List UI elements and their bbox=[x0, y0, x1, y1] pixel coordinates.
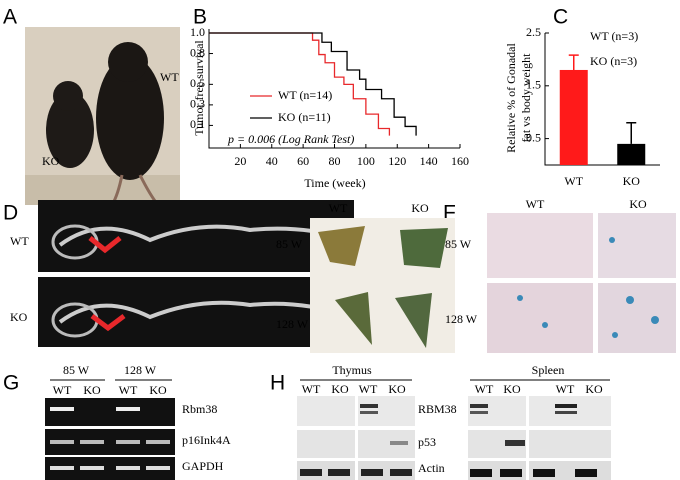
axis bbox=[208, 29, 460, 149]
row-label: 128 W bbox=[445, 312, 478, 326]
column-label: KO bbox=[83, 383, 101, 397]
annotation: p = 0.006 (Log Rank Test) bbox=[227, 132, 354, 146]
y-tick-label: 0.5 bbox=[190, 76, 205, 90]
error-bar bbox=[626, 122, 637, 144]
y-tick-label: 0.1 bbox=[190, 117, 205, 131]
band-label: p16Ink4A bbox=[182, 433, 231, 447]
x-tick-label: 140 bbox=[420, 154, 438, 168]
band-label: GAPDH bbox=[182, 459, 224, 473]
western-blot bbox=[297, 396, 611, 480]
legend-label: WT (n=3) bbox=[590, 29, 638, 43]
column-label: WT bbox=[475, 382, 494, 396]
legend-label: KO (n=11) bbox=[278, 110, 331, 124]
column-label: KO bbox=[503, 382, 521, 396]
row-label: WT bbox=[10, 234, 29, 248]
x-tick-label: 100 bbox=[357, 154, 375, 168]
column-label: WT bbox=[329, 201, 348, 215]
band-label: RBM38 bbox=[418, 402, 457, 416]
row-label: 85 W bbox=[276, 237, 303, 251]
group-label: Spleen bbox=[532, 363, 565, 377]
ct-images bbox=[38, 200, 354, 347]
column-label: KO bbox=[331, 382, 349, 396]
survival-curve bbox=[209, 32, 417, 136]
row-label: KO bbox=[10, 310, 28, 324]
panel-label: B bbox=[193, 6, 207, 29]
column-label: KO bbox=[585, 382, 603, 396]
y-axis-label: Tumor free survival bbox=[192, 40, 206, 136]
column-label: WT bbox=[359, 382, 378, 396]
column-label: KO bbox=[388, 382, 406, 396]
y-tick-label: 1.5 bbox=[526, 78, 541, 92]
column-label: KO bbox=[149, 383, 167, 397]
y-axis-label: Relative % of Gonadal bbox=[504, 43, 518, 153]
panel-label: H bbox=[270, 372, 285, 395]
x-tick-label: 20 bbox=[234, 154, 246, 168]
tissue-photos bbox=[310, 218, 455, 353]
error-bar bbox=[568, 54, 579, 70]
y-tick-label: 0.5 bbox=[526, 130, 541, 144]
photo-label: KO bbox=[42, 154, 60, 168]
band-label: Rbm38 bbox=[182, 402, 217, 416]
histology-images bbox=[487, 213, 676, 353]
column-label: KO bbox=[629, 197, 647, 211]
column-label: WT bbox=[119, 383, 138, 397]
x-tick-label: 160 bbox=[451, 154, 469, 168]
photo-label: WT bbox=[160, 70, 179, 84]
column-label: WT bbox=[53, 383, 72, 397]
y-tick-label: 2.5 bbox=[526, 25, 541, 39]
x-tick-label: 80 bbox=[329, 154, 341, 168]
group-label: Thymus bbox=[332, 363, 372, 377]
x-tick-label: 40 bbox=[266, 154, 278, 168]
row-label: 128 W bbox=[276, 317, 309, 331]
y-tick-label: 0.3 bbox=[190, 97, 205, 111]
x-axis-label: Time (week) bbox=[304, 176, 365, 190]
bar bbox=[617, 143, 646, 165]
gel bbox=[45, 398, 175, 480]
column-label: WT bbox=[526, 197, 545, 211]
bar bbox=[559, 69, 588, 165]
panel-label: D bbox=[3, 202, 18, 225]
row-label: 85 W bbox=[445, 237, 472, 251]
legend-label: KO (n=3) bbox=[590, 54, 637, 68]
x-tick-label: KO bbox=[623, 174, 641, 188]
column-label: WT bbox=[556, 382, 575, 396]
x-tick-label: 60 bbox=[297, 154, 309, 168]
y-tick-label: 0.8 bbox=[190, 45, 205, 59]
survival-curve bbox=[209, 32, 391, 136]
panel-label: G bbox=[3, 372, 19, 395]
legend-label: WT (n=14) bbox=[278, 88, 332, 102]
y-tick-label: 1.0 bbox=[190, 25, 205, 39]
x-tick-label: WT bbox=[564, 174, 583, 188]
panel-label: C bbox=[553, 6, 568, 29]
band-label: Actin bbox=[418, 461, 445, 475]
mouse-photo bbox=[25, 27, 180, 206]
group-label: 85 W bbox=[63, 363, 90, 377]
panel-label: A bbox=[3, 6, 17, 29]
column-label: KO bbox=[411, 201, 429, 215]
y-axis-label: fat vs body weight bbox=[519, 53, 533, 143]
column-label: WT bbox=[302, 382, 321, 396]
band-label: p53 bbox=[418, 435, 436, 449]
group-label: 128 W bbox=[124, 363, 157, 377]
x-tick-label: 120 bbox=[388, 154, 406, 168]
